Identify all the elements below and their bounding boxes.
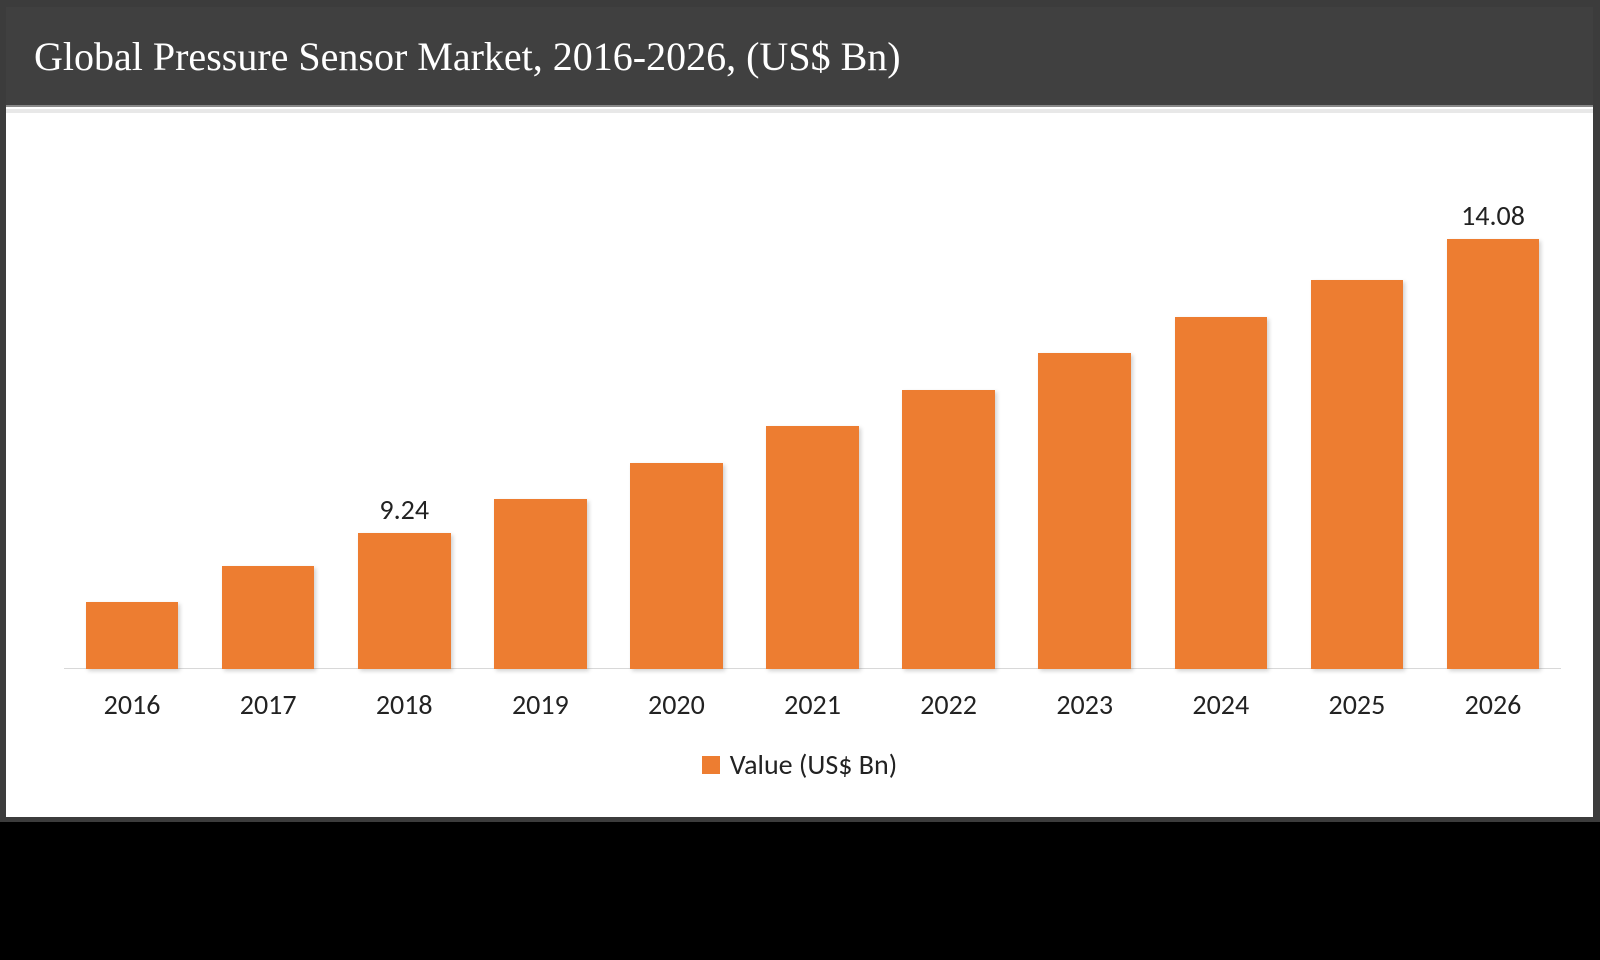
chart-area: 9.2414.08 201620172018201920202021202220… bbox=[6, 113, 1593, 817]
bar-slot bbox=[1017, 353, 1153, 669]
bar-value-label: 14.08 bbox=[1461, 198, 1525, 233]
x-axis-label: 2017 bbox=[200, 687, 336, 722]
bar-slot bbox=[1289, 280, 1425, 669]
bar-slot bbox=[1153, 317, 1289, 669]
bar bbox=[1447, 239, 1540, 669]
chart-frame: Global Pressure Sensor Market, 2016-2026… bbox=[0, 0, 1600, 822]
bar-slot bbox=[64, 602, 200, 669]
bar-slot: 14.08 bbox=[1425, 239, 1561, 669]
bar-slot bbox=[608, 463, 744, 669]
bar bbox=[1175, 317, 1268, 669]
legend-label: Value (US$ Bn) bbox=[730, 747, 897, 782]
x-axis-label: 2026 bbox=[1425, 687, 1561, 722]
bar-slot bbox=[472, 499, 608, 669]
x-axis-label: 2019 bbox=[472, 687, 608, 722]
bar-value-label: 9.24 bbox=[379, 492, 429, 527]
title-bar: Global Pressure Sensor Market, 2016-2026… bbox=[6, 7, 1593, 107]
x-axis-label: 2016 bbox=[64, 687, 200, 722]
bar bbox=[86, 602, 179, 669]
legend-swatch bbox=[702, 756, 720, 774]
bar bbox=[902, 390, 995, 669]
x-axis-labels: 2016201720182019202020212022202320242025… bbox=[64, 687, 1561, 722]
x-axis-label: 2021 bbox=[744, 687, 880, 722]
bar-slot bbox=[744, 426, 880, 669]
x-axis-label: 2025 bbox=[1289, 687, 1425, 722]
bar bbox=[766, 426, 859, 669]
bar bbox=[494, 499, 587, 669]
x-axis-label: 2022 bbox=[881, 687, 1017, 722]
legend: Value (US$ Bn) bbox=[6, 747, 1593, 782]
x-axis-label: 2024 bbox=[1153, 687, 1289, 722]
bar-slot bbox=[200, 566, 336, 669]
bar bbox=[630, 463, 723, 669]
bar bbox=[1038, 353, 1131, 669]
chart-title: Global Pressure Sensor Market, 2016-2026… bbox=[34, 33, 901, 80]
bar bbox=[358, 533, 451, 669]
bar bbox=[1311, 280, 1404, 669]
bar-slot: 9.24 bbox=[336, 533, 472, 669]
x-axis-label: 2023 bbox=[1017, 687, 1153, 722]
bar-slot bbox=[881, 390, 1017, 669]
bars-container: 9.24 14.08 bbox=[64, 171, 1561, 669]
x-axis-label: 2018 bbox=[336, 687, 472, 722]
x-axis-label: 2020 bbox=[608, 687, 744, 722]
plot-region: 9.24 14.08 bbox=[64, 171, 1561, 669]
bar bbox=[222, 566, 315, 669]
